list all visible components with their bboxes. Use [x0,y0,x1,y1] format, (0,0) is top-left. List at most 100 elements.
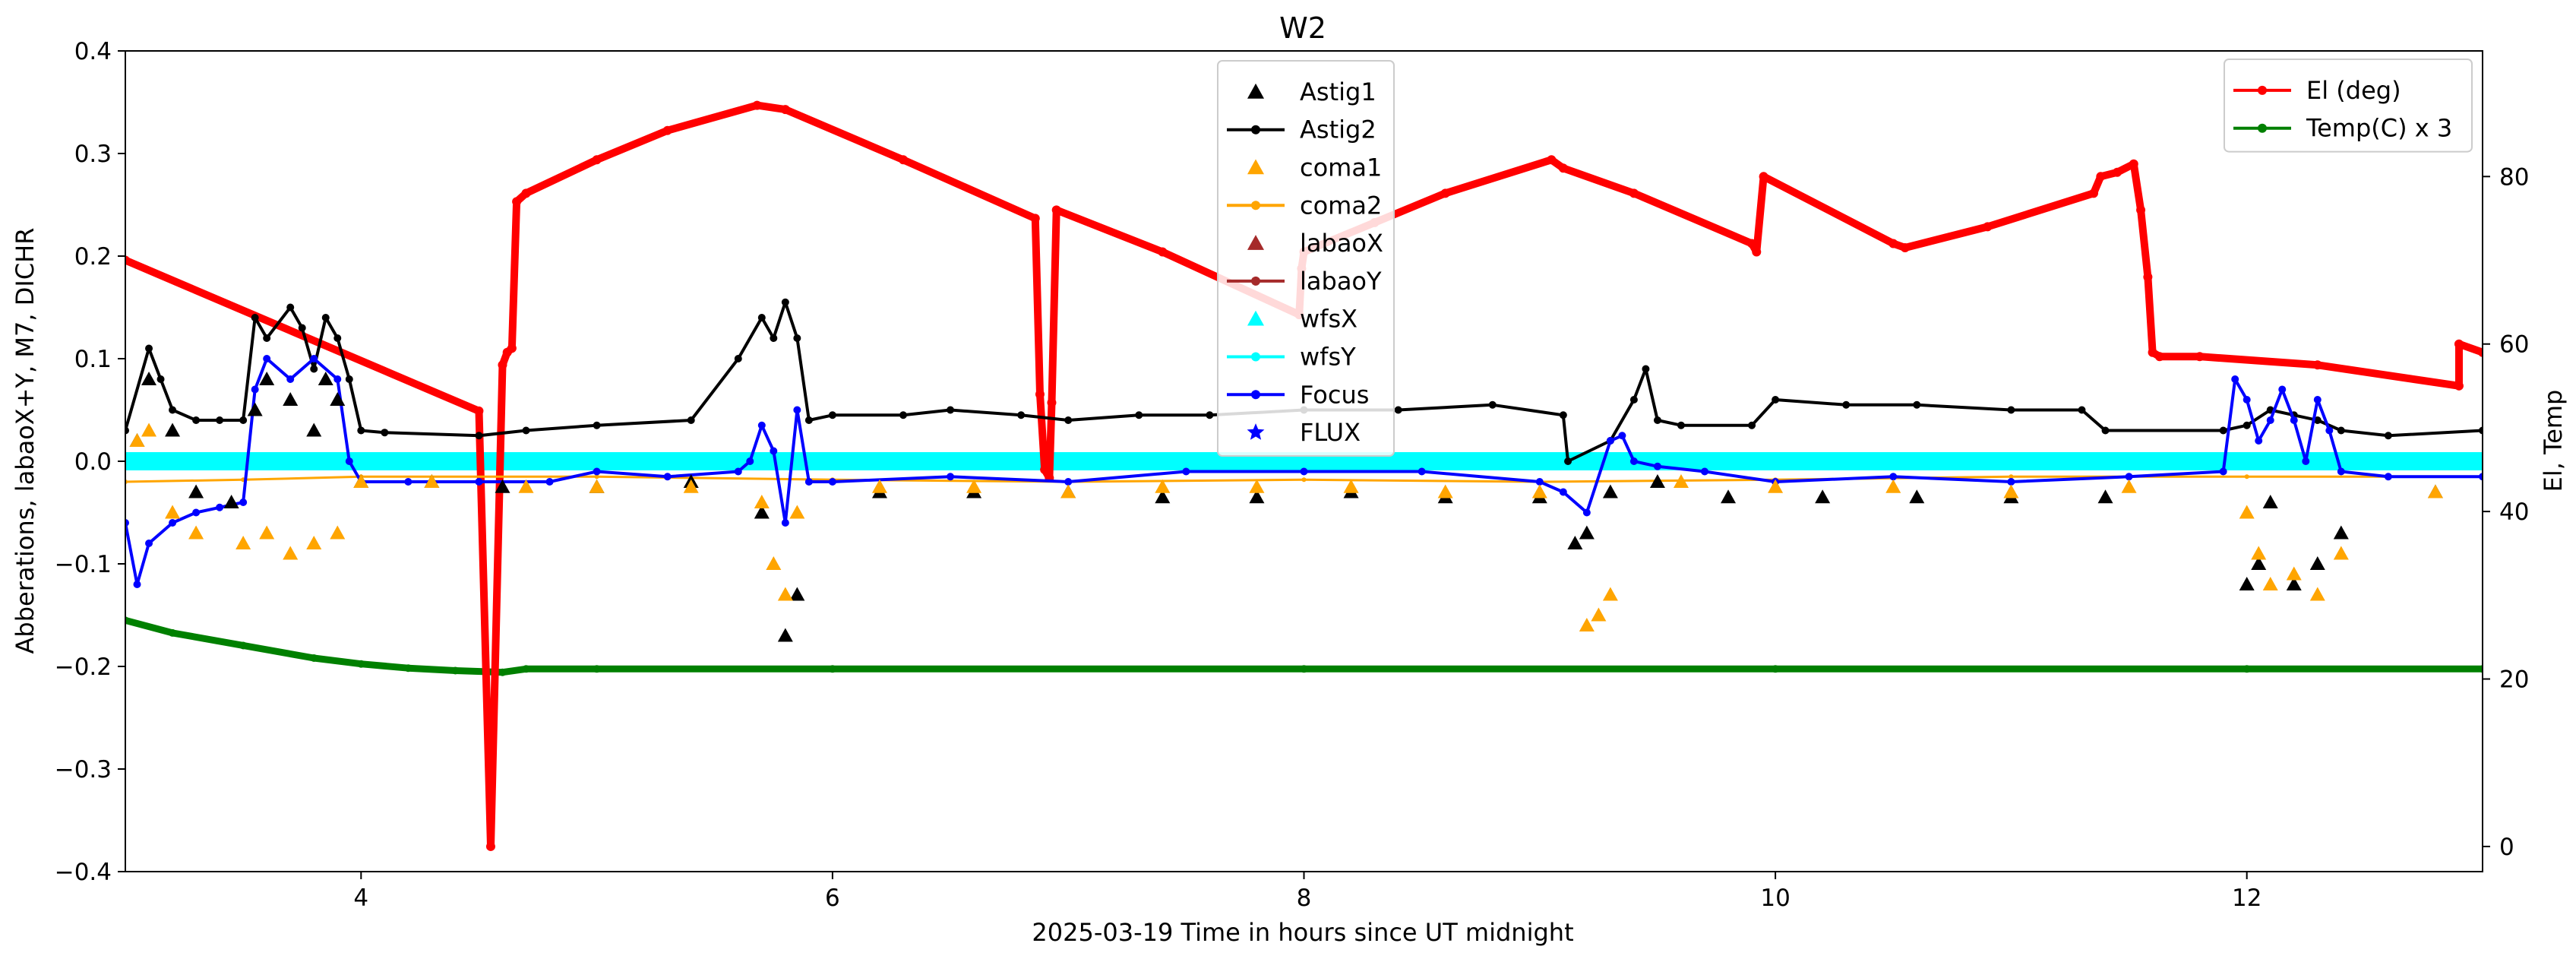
series-coma1-point [353,474,369,488]
series-coma1-point [589,479,605,493]
legend-labaoy-marker [1251,276,1260,286]
series-temp-c-x-3-point [1772,665,1780,673]
y-tick-label: 0.1 [74,346,112,373]
series-el-deg-point [752,100,762,110]
series-coma2-point [2009,474,2014,480]
series-el-deg-point [1547,155,1557,165]
series-focus-point [947,473,955,481]
series-focus-point [734,467,742,476]
series-el-deg-point [1983,222,1993,232]
legend-el-deg-label: El (deg) [2306,76,2401,105]
series-coma1-point [235,536,251,549]
series-focus-point [239,498,248,506]
series-astig2-point [1017,411,1026,419]
series-el-deg-point [2454,381,2464,391]
legend-wfsy-marker [1251,352,1260,362]
series-temp-c-x-3-point [593,665,601,673]
series-coma1-point [1591,607,1607,622]
series-astig1-point [259,372,275,385]
legend-focus-marker [1251,390,1260,400]
series-focus-point [1618,432,1626,440]
legend-coma2-marker [1251,201,1260,210]
series-focus-point [192,508,201,517]
series-focus-point [1559,488,1567,496]
legend-flux-label: FLUX [1300,418,1361,447]
series-el-deg-point [662,125,672,135]
y-tick-label: 0.4 [74,38,112,65]
chart-title: W2 [1279,11,1326,45]
series-coma1-point [2309,587,2325,601]
series-astig2-point [1842,400,1851,409]
y-tick-label: −0.4 [55,859,112,886]
series-astig1-point [165,423,181,437]
series-focus-point [2125,473,2133,481]
legend-left: Astig1 Astig2 coma1 coma2 labaoX labaoY wfsX wf… [1217,60,1395,457]
series-astig2-point [2384,432,2392,440]
legend-coma1-marker [1247,159,1264,175]
series-temp-c-x-3-point [169,628,177,637]
series-astig1-point [2286,577,2302,590]
series-focus-point [345,457,353,465]
series-focus-point [1064,478,1073,486]
series-astig2-point [593,421,601,429]
series-astig2-point [1394,406,1402,414]
series-focus-point [2243,396,2251,404]
series-temp-c-x-3-point [451,666,460,675]
series-astig2-point [2337,426,2345,435]
series-focus-point [757,421,766,429]
y-axis-label: Abberations, labaoX+Y, M7, DICHR [11,228,40,654]
series-el-deg-point [1889,239,1898,248]
series-astig2-point [1772,396,1780,404]
series-astig1-point [777,628,793,642]
series-focus-point [310,355,318,362]
series-el-deg-point [1035,389,1045,399]
legend-temp-c-x-3-marker [2258,123,2267,133]
legend-astig2-marker [1251,125,1260,135]
series-astig2-point [1064,416,1073,424]
series-focus-point [770,447,778,455]
series-temp-c-x-3-point [2243,665,2251,673]
series-astig2-point [757,314,766,321]
series-astig1-point [1649,474,1665,488]
series-astig2-point [1206,411,1214,419]
series-temp-c-x-3-point [239,641,248,650]
series-astig1-point [223,495,239,508]
series-el-deg-point [592,155,602,165]
series-coma1-point [1768,479,1784,493]
series-coma1-point [141,423,157,437]
series-temp-c-x-3-point [498,668,507,676]
series-el-deg-point [474,406,484,416]
series-el-deg-point [1440,188,1450,198]
legend-astig1-marker [1247,83,1264,99]
series-astig2-point [2219,426,2227,435]
series-focus-point [1535,478,1544,486]
series-focus-point [286,375,295,383]
series-focus-point [2313,396,2322,404]
series-astig2-point [1677,421,1685,429]
series-astig1-point [1721,489,1737,504]
series-coma1-point [1531,484,1547,498]
series-el-deg-point [2113,167,2122,177]
series-astig2-point [2007,406,2015,414]
legend-wfsx-marker [1247,310,1264,326]
series-astig2-point [192,416,201,424]
x-tick-label: 12 [2232,885,2262,912]
series-astig2-point [2078,406,2086,414]
series-astig2-point [298,324,306,332]
series-astig2-point [1559,411,1567,419]
series-coma2-point [2244,474,2249,480]
series-astig2-point [1488,400,1497,409]
series-focus-point [1582,508,1591,517]
series-astig1-point [2309,556,2325,570]
series-temp-c-x-3-point [2479,665,2483,673]
series-focus-point [1701,467,1709,476]
series-focus-point [404,478,412,486]
series-coma1-point [518,479,534,493]
series-focus-point [1182,467,1190,476]
series-el-deg-point [1747,239,1757,248]
series-focus-point [828,478,836,486]
series-focus-point [2384,473,2392,481]
series-el-deg-point [1759,172,1768,182]
legend-labaox-label: labaoX [1300,229,1383,258]
